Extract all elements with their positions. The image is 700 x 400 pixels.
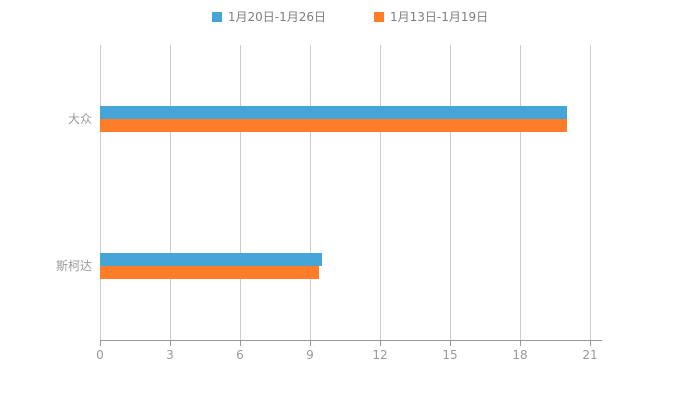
gridline xyxy=(590,45,591,340)
x-axis-tick-label: 15 xyxy=(442,348,458,362)
gridline xyxy=(310,45,311,340)
x-axis-line xyxy=(100,340,602,341)
x-axis-tick xyxy=(310,341,311,346)
bar-orange-cat0 xyxy=(100,118,567,132)
gridline xyxy=(380,45,381,340)
x-axis-tick-label: 21 xyxy=(582,348,598,362)
x-axis-tick xyxy=(450,341,451,346)
bar-blue-cat1 xyxy=(100,253,322,267)
legend-item-week1[interactable]: 1月13日-1月19日 xyxy=(374,8,488,25)
x-axis-tick xyxy=(170,341,171,346)
x-axis-tick-label: 6 xyxy=(236,348,244,362)
x-axis-tick xyxy=(380,341,381,346)
legend-item-week2[interactable]: 1月20日-1月26日 xyxy=(211,8,326,25)
gridline xyxy=(520,45,521,340)
x-axis-tick-label: 18 xyxy=(512,348,528,362)
x-axis-tick xyxy=(100,341,101,346)
chart-legend: 1月20日-1月26日 1月13日-1月19日 xyxy=(0,8,700,25)
x-axis-tick-label: 0 xyxy=(96,348,104,362)
gridline xyxy=(450,45,451,340)
plot-area xyxy=(100,45,591,340)
legend-swatch-blue xyxy=(211,11,222,22)
bar-blue-cat0 xyxy=(100,105,567,119)
x-axis-tick xyxy=(520,341,521,346)
x-axis-tick xyxy=(240,341,241,346)
gridline xyxy=(170,45,171,340)
x-axis-tick-label: 9 xyxy=(306,348,314,362)
category-label: 大众 xyxy=(67,111,92,126)
gridline xyxy=(240,45,241,340)
legend-swatch-orange xyxy=(374,11,384,22)
gridline xyxy=(100,45,101,340)
x-axis-tick-label: 3 xyxy=(166,348,174,362)
x-axis-tick xyxy=(590,341,591,346)
legend-label: 1月20日-1月26日 xyxy=(227,10,326,24)
x-axis-tick-label: 12 xyxy=(372,348,388,362)
category-label: 斯柯达 xyxy=(55,259,92,274)
legend-label: 1月13日-1月19日 xyxy=(390,10,489,24)
bar-orange-cat1 xyxy=(100,266,320,280)
